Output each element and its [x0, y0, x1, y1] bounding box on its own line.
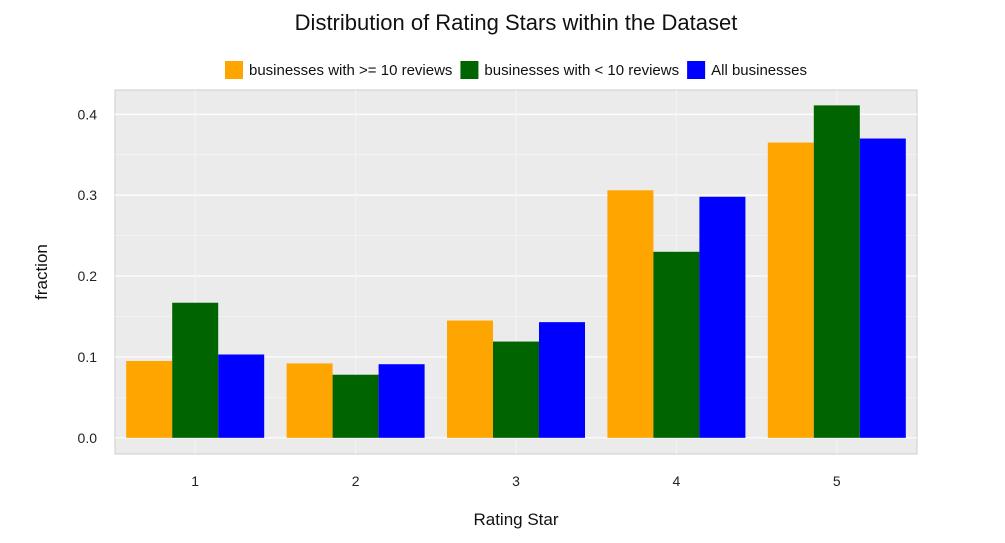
bar — [653, 251, 700, 438]
legend-label: businesses with >= 10 reviews — [249, 62, 452, 79]
bars — [126, 105, 906, 438]
bar — [172, 302, 219, 438]
bar — [767, 142, 814, 438]
bar — [607, 190, 654, 438]
bar — [286, 363, 333, 438]
bar — [332, 374, 379, 438]
y-tick-label: 0.4 — [78, 106, 98, 122]
legend-label: businesses with < 10 reviews — [484, 62, 679, 79]
legend-swatch — [460, 61, 479, 79]
bar — [813, 105, 860, 438]
y-tick-label: 0.2 — [78, 268, 98, 284]
chart-title: Distribution of Rating Stars within the … — [295, 10, 738, 35]
bar — [539, 322, 585, 438]
legend-item: businesses with >= 10 reviews — [224, 61, 452, 79]
legend-label: All businesses — [711, 62, 807, 79]
legend-item: businesses with < 10 reviews — [460, 61, 679, 79]
bar — [493, 341, 539, 438]
x-tick-labels: 1 2 3 4 5 — [191, 473, 841, 489]
bar — [447, 320, 493, 438]
bar — [859, 138, 906, 438]
x-tick-label: 4 — [673, 473, 681, 489]
y-tick-labels: 0.0 0.1 0.2 0.3 0.4 — [78, 106, 98, 446]
bar — [218, 354, 265, 438]
x-tick-label: 5 — [833, 473, 841, 489]
y-tick-label: 0.0 — [78, 430, 98, 446]
bar — [699, 196, 746, 438]
bar — [378, 364, 425, 438]
y-axis-label: fraction — [32, 244, 51, 300]
legend: businesses with >= 10 reviews businesses … — [224, 61, 807, 79]
x-axis-label: Rating Star — [473, 510, 558, 529]
y-tick-label: 0.3 — [78, 187, 98, 203]
y-tick-label: 0.1 — [78, 349, 98, 365]
legend-swatch — [687, 61, 706, 79]
legend-swatch — [224, 61, 243, 79]
x-tick-label: 2 — [352, 473, 360, 489]
x-tick-label: 3 — [512, 473, 520, 489]
legend-item: All businesses — [687, 61, 807, 79]
bar — [126, 360, 173, 438]
x-tick-label: 1 — [191, 473, 199, 489]
